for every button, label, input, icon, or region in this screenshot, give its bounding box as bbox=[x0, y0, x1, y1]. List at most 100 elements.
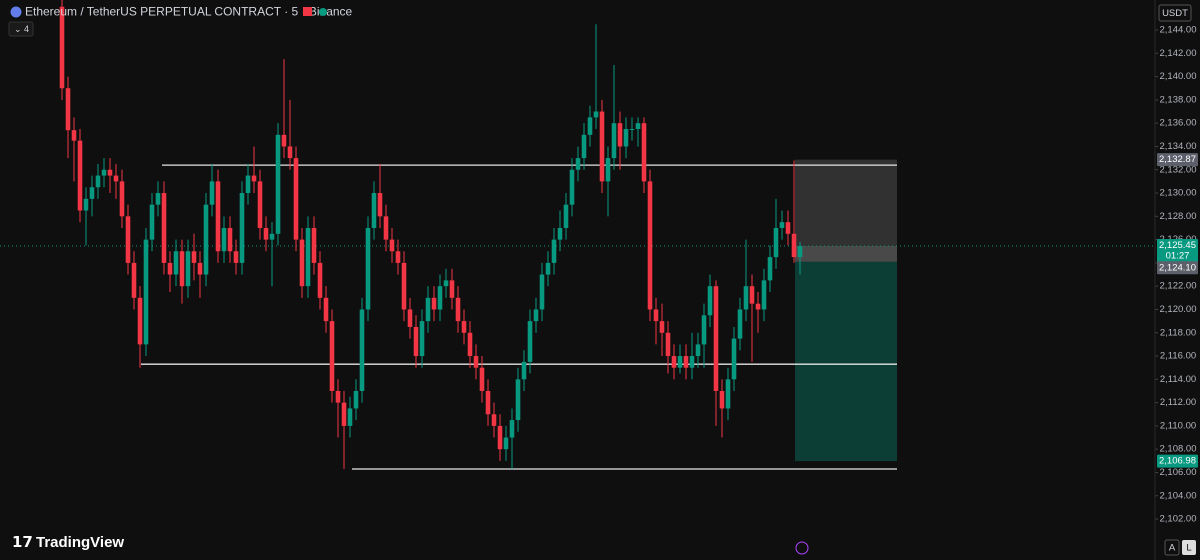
candle-body bbox=[341, 402, 347, 426]
symbol-title[interactable]: Ethereum / TetherUS PERPETUAL CONTRACT ·… bbox=[25, 5, 353, 19]
candle-body bbox=[65, 88, 71, 131]
candle-body bbox=[269, 233, 275, 240]
candle-body bbox=[215, 181, 221, 252]
candle-body bbox=[137, 297, 143, 345]
price-label: 2,125.45 bbox=[1159, 240, 1196, 251]
candle-body bbox=[527, 321, 533, 362]
candle-body bbox=[563, 204, 569, 228]
candle-body bbox=[161, 193, 167, 263]
candle-body bbox=[185, 251, 191, 287]
candle-body bbox=[569, 169, 575, 205]
candle-body bbox=[329, 321, 335, 391]
candle-body bbox=[611, 123, 617, 159]
candle-body bbox=[179, 251, 185, 287]
stop-zone bbox=[795, 159, 897, 262]
candle-body bbox=[155, 193, 161, 205]
candle-body bbox=[599, 111, 605, 182]
candle-body bbox=[113, 175, 119, 182]
candle-body bbox=[479, 367, 485, 391]
status-dot bbox=[319, 8, 327, 16]
candle-body bbox=[347, 408, 353, 426]
candle-body bbox=[143, 239, 149, 345]
candle-body bbox=[125, 216, 131, 263]
candle-body bbox=[515, 379, 521, 421]
candle-body bbox=[635, 123, 641, 130]
log-button[interactable] bbox=[1182, 540, 1196, 555]
candle-body bbox=[593, 111, 599, 118]
candle-body bbox=[293, 158, 299, 240]
candle-body bbox=[401, 262, 407, 310]
candle-body bbox=[773, 227, 779, 258]
price-label: 2,106.98 bbox=[1159, 456, 1196, 467]
price-label-box bbox=[1157, 454, 1198, 468]
candle-body bbox=[779, 222, 785, 228]
candle-body bbox=[785, 222, 791, 234]
candle-body bbox=[533, 309, 539, 322]
candle-body bbox=[557, 227, 563, 240]
candle-body bbox=[485, 390, 491, 415]
candle-body bbox=[197, 262, 203, 275]
y-tick-label: 2,142.00 bbox=[1160, 48, 1197, 59]
y-tick-label: 2,120.00 bbox=[1160, 304, 1197, 315]
auto-label: A bbox=[1169, 543, 1176, 554]
candle-body bbox=[305, 227, 311, 287]
candle-body bbox=[713, 286, 719, 391]
candle-body bbox=[455, 297, 461, 322]
indicators-toggle[interactable] bbox=[8, 21, 34, 37]
logo-text[interactable]: TradingView bbox=[36, 534, 124, 551]
candle-body bbox=[359, 309, 365, 391]
candle-body bbox=[431, 297, 437, 310]
candle-body bbox=[491, 414, 497, 426]
flag-icon[interactable] bbox=[303, 7, 312, 16]
candle-body bbox=[617, 123, 623, 147]
candle-body bbox=[623, 129, 629, 147]
candle-body bbox=[749, 286, 755, 304]
price-label: 2,124.10 bbox=[1159, 262, 1196, 273]
candle-body bbox=[287, 146, 293, 159]
candle-body bbox=[521, 361, 527, 380]
candle-body bbox=[641, 123, 647, 182]
candle-body bbox=[281, 134, 287, 147]
y-tick-label: 2,144.00 bbox=[1160, 25, 1197, 36]
candle-body bbox=[497, 425, 503, 450]
candle-body bbox=[755, 303, 761, 310]
candle-body bbox=[551, 239, 557, 263]
candle-body bbox=[689, 356, 695, 368]
log-label: L bbox=[1186, 543, 1191, 554]
y-tick-label: 2,106.00 bbox=[1160, 467, 1197, 478]
candle-body bbox=[365, 227, 371, 310]
candle-body bbox=[509, 420, 515, 438]
target-zone bbox=[795, 261, 897, 462]
candle-body bbox=[383, 216, 389, 240]
lightning-icon[interactable] bbox=[795, 541, 809, 555]
candle-body bbox=[671, 356, 677, 368]
candle-body bbox=[467, 332, 473, 357]
price-label-box bbox=[1157, 153, 1198, 167]
candle-body bbox=[101, 169, 107, 176]
candle-body bbox=[683, 356, 689, 368]
candle-body bbox=[191, 251, 197, 263]
candle-body bbox=[737, 309, 743, 339]
candle-body bbox=[95, 175, 101, 188]
y-tick-label: 2,130.00 bbox=[1160, 188, 1197, 199]
currency-button[interactable] bbox=[1158, 4, 1192, 22]
candle-body bbox=[107, 169, 113, 176]
candle-body bbox=[797, 246, 803, 258]
candle-body bbox=[791, 233, 797, 258]
candle-body bbox=[371, 193, 377, 228]
candle-body bbox=[245, 175, 251, 194]
candle-body bbox=[353, 390, 359, 409]
candle-body bbox=[119, 181, 125, 217]
candle-body bbox=[233, 251, 239, 263]
candle-body bbox=[173, 251, 179, 275]
auto-button[interactable] bbox=[1164, 539, 1180, 556]
candle-body bbox=[725, 379, 731, 409]
candle-body bbox=[149, 204, 155, 240]
y-tick-label: 2,134.00 bbox=[1160, 141, 1197, 152]
candle-body bbox=[575, 158, 581, 170]
candle-body bbox=[407, 309, 413, 327]
indicator-count: 4 bbox=[24, 24, 29, 34]
candle-body bbox=[77, 140, 83, 211]
price-label-box bbox=[1157, 239, 1198, 264]
